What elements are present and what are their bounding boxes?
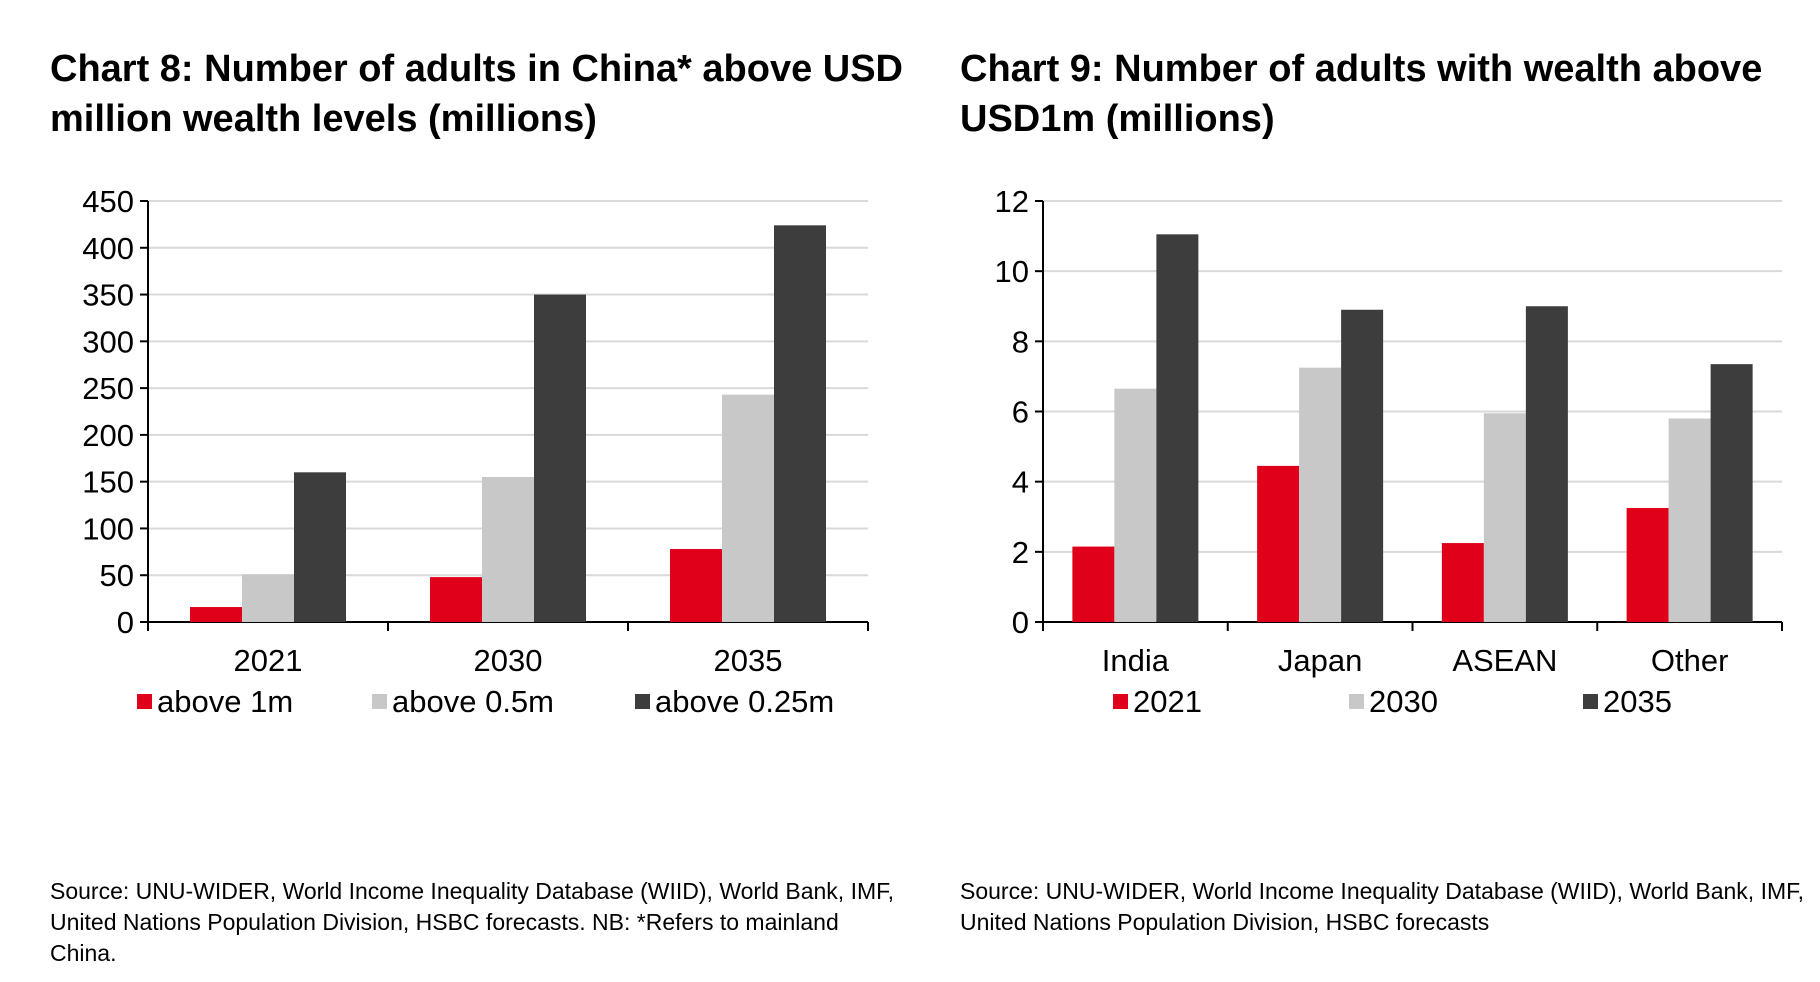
chart-8-bar-above-0-25m-2021	[294, 472, 346, 622]
chart-9-bar-2035-asean	[1525, 306, 1568, 622]
chart-9-bar-2021-asean	[1441, 543, 1484, 622]
chart-9-bar-2035-india	[1156, 234, 1199, 622]
chart-8-bar-above-0-5m-2021	[242, 574, 294, 622]
chart-8-y-tick-label: 200	[82, 418, 134, 453]
chart-9-y-tick-label: 4	[1012, 465, 1029, 500]
chart-9-bar-2030-asean	[1483, 413, 1526, 622]
chart-9-y-tick-label: 2	[1012, 535, 1029, 570]
chart-8-legend-swatch	[372, 694, 387, 709]
chart-8-y-tick-label: 100	[82, 511, 134, 546]
chart-9-bar-2030-other	[1668, 418, 1711, 622]
chart-9-y-tick-label: 12	[995, 184, 1029, 219]
chart-9-y-tick-label: 10	[995, 254, 1029, 289]
chart-9-legend-label: 2021	[1133, 684, 1202, 719]
chart-8-y-tick-label: 50	[100, 558, 134, 593]
chart-8-title: Chart 8: Number of adults in China* abov…	[50, 48, 903, 140]
chart-8-category-label: 2021	[234, 643, 303, 678]
chart-8-legend-label: above 1m	[157, 684, 293, 719]
chart-8-legend-label: above 0.5m	[392, 684, 554, 719]
chart-8-y-tick-label: 150	[82, 465, 134, 500]
chart-9-legend-label: 2035	[1603, 684, 1672, 719]
chart-9-bar-2030-japan	[1299, 367, 1342, 622]
chart-9-y-tick-label: 0	[1012, 605, 1029, 640]
chart-8-y-tick-label: 300	[82, 324, 134, 359]
chart-8-bar-above-1m-2021	[190, 607, 242, 622]
chart-8-y-tick-label: 250	[82, 371, 134, 406]
chart-8-bar-above-1m-2030	[430, 577, 482, 622]
chart-9-title: Chart 9: Number of adults with wealth ab…	[960, 48, 1763, 140]
chart-8-svg: 0 50 100 150 200 250 300 350 400 450 2021 2030 2035 a…	[82, 184, 869, 719]
chart-9-y-tick-label: 6	[1012, 395, 1029, 430]
chart-9-bar-2030-india	[1114, 388, 1157, 622]
chart-9-legend-swatch	[1583, 694, 1598, 709]
chart-9-bar-2021-japan	[1257, 465, 1300, 622]
chart-9-bar-2021-india	[1072, 546, 1115, 622]
chart-9-legend-swatch	[1349, 694, 1364, 709]
chart-8-bar-above-0-25m-2035	[774, 225, 826, 622]
chart-9-panel: Chart 9: Number of adults with wealth ab…	[910, 0, 1810, 982]
chart-9-category-label: India	[1102, 643, 1170, 678]
chart-9-svg: 0 2 4 6 8 10 12 India Japan ASEAN Other 2021 2030 203…	[995, 184, 1783, 719]
chart-8-bar-above-0-25m-2030	[534, 294, 586, 622]
chart-9-category-label: Japan	[1278, 643, 1362, 678]
chart-8-source: Source: UNU-WIDER, World Income Inequali…	[50, 878, 895, 966]
chart-9-bar-2035-japan	[1341, 309, 1384, 622]
chart-8-legend-swatch	[635, 694, 650, 709]
chart-9-source: Source: UNU-WIDER, World Income Inequali…	[960, 878, 1805, 935]
chart-8-category-label: 2035	[714, 643, 783, 678]
chart-8-legend-swatch	[137, 694, 152, 709]
chart-8-y-tick-label: 400	[82, 231, 134, 266]
chart-8-y-tick-label: 0	[117, 605, 134, 640]
chart-9-bar-2021-other	[1626, 507, 1669, 622]
chart-8-legend-label: above 0.25m	[655, 684, 834, 719]
chart-8-panel: Chart 8: Number of adults in China* abov…	[0, 0, 903, 982]
chart-8-bar-above-0-5m-2035	[722, 394, 774, 622]
chart-8-y-tick-label: 350	[82, 278, 134, 313]
chart-9-legend-label: 2030	[1369, 684, 1438, 719]
chart-8-bar-above-0-5m-2030	[482, 476, 534, 622]
chart-9-category-label: ASEAN	[1452, 643, 1557, 678]
chart-9-bar-2035-other	[1710, 364, 1753, 622]
chart-8-category-label: 2030	[474, 643, 543, 678]
chart-9-category-label: Other	[1651, 643, 1729, 678]
chart-8-y-tick-label: 450	[82, 184, 134, 219]
chart-8-bar-above-1m-2035	[670, 549, 722, 622]
chart-9-y-tick-label: 8	[1012, 324, 1029, 359]
chart-9-legend-swatch	[1113, 694, 1128, 709]
